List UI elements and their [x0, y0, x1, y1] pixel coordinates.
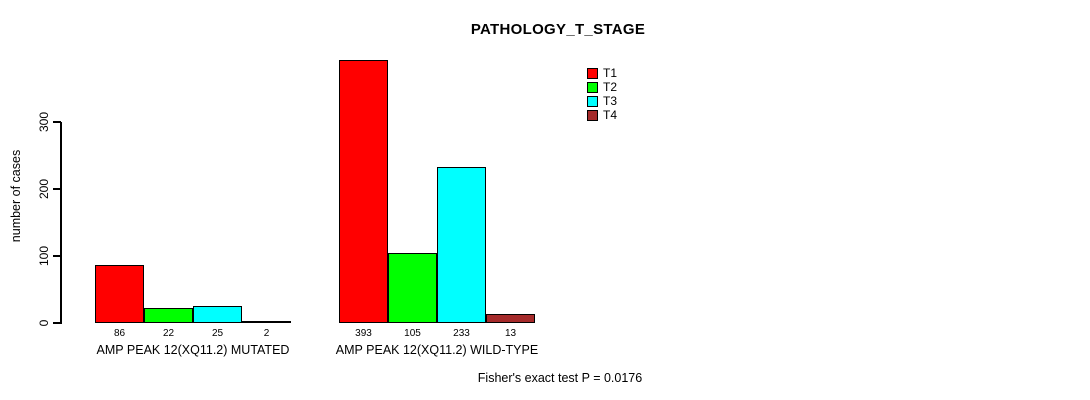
legend-swatch-t2 — [587, 81, 598, 93]
legend-label-t2: T2 — [603, 80, 618, 94]
bar-t2 — [388, 252, 437, 323]
bar-value-label: 22 — [162, 328, 175, 339]
bar-value-label: 233 — [453, 328, 470, 339]
bar-value-label: 393 — [355, 328, 372, 339]
bar-value-label: 13 — [504, 328, 517, 339]
y-tick-label: 0 — [37, 319, 51, 327]
bar-t1 — [95, 265, 144, 323]
legend-item-t1: T1 — [587, 66, 617, 80]
y-axis-tick — [53, 322, 61, 324]
legend-swatch-t4 — [587, 109, 598, 121]
bar-t1 — [339, 59, 388, 323]
bar-value-label: 25 — [211, 328, 224, 339]
y-axis-tick — [53, 121, 61, 123]
bar-t2 — [144, 308, 193, 323]
y-tick-label: 200 — [37, 178, 51, 200]
bar-value-label: 105 — [404, 328, 421, 339]
legend-swatch-t1 — [587, 67, 598, 79]
group-label-mutated: AMP PEAK 12(XQ11.2) MUTATED — [96, 343, 290, 357]
legend-label-t1: T1 — [603, 66, 618, 80]
legend-swatch-t3 — [587, 95, 598, 107]
group-label-wildtype: AMP PEAK 12(XQ11.2) WILD-TYPE — [335, 343, 539, 357]
y-tick-label: 300 — [37, 111, 51, 133]
legend-label-t3: T3 — [603, 94, 618, 108]
bar-value-label: 2 — [263, 328, 270, 339]
legend-item-t2: T2 — [587, 80, 617, 94]
y-axis-tick — [53, 188, 61, 190]
bar-t4 — [486, 314, 535, 323]
fisher-test-annotation: Fisher's exact test P = 0.0176 — [477, 371, 643, 385]
chart-title: PATHOLOGY_T_STAGE — [470, 21, 646, 38]
legend-label-t4: T4 — [603, 108, 618, 122]
bar-t4 — [242, 321, 291, 323]
bar-value-label: 86 — [113, 328, 126, 339]
legend: T1 T2 T3 T4 — [587, 66, 617, 122]
legend-item-t4: T4 — [587, 108, 617, 122]
bar-t3 — [437, 166, 486, 323]
y-tick-label: 100 — [37, 245, 51, 267]
y-axis-label: number of cases — [9, 149, 23, 243]
y-axis-line — [60, 122, 62, 324]
bar-t3 — [193, 306, 242, 323]
legend-item-t3: T3 — [587, 94, 617, 108]
y-axis-tick — [53, 255, 61, 257]
